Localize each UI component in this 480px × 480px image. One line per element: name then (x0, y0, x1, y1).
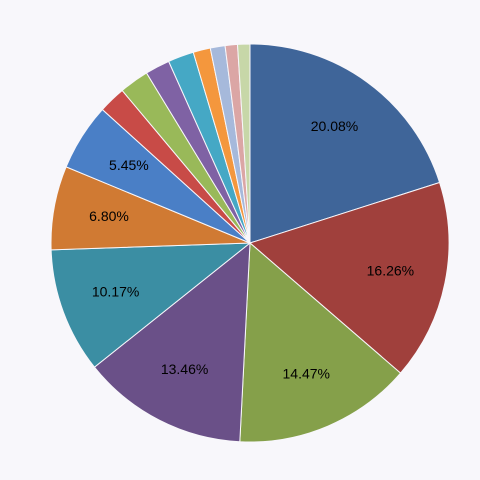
pie-slice (248, 181, 450, 374)
data-label: 16.26% (367, 262, 414, 278)
pie-slice (249, 43, 441, 244)
pie-slice (50, 242, 252, 368)
pie-slice (93, 241, 251, 443)
data-label: 20.08% (311, 118, 358, 134)
data-label: 13.46% (161, 361, 208, 377)
pie-slice (236, 43, 251, 244)
data-label: 6.80% (89, 208, 129, 224)
pie-slice (239, 241, 402, 443)
data-label: 14.47% (283, 365, 330, 381)
data-label: 5.45% (109, 157, 149, 173)
data-label: 10.17% (92, 283, 139, 299)
